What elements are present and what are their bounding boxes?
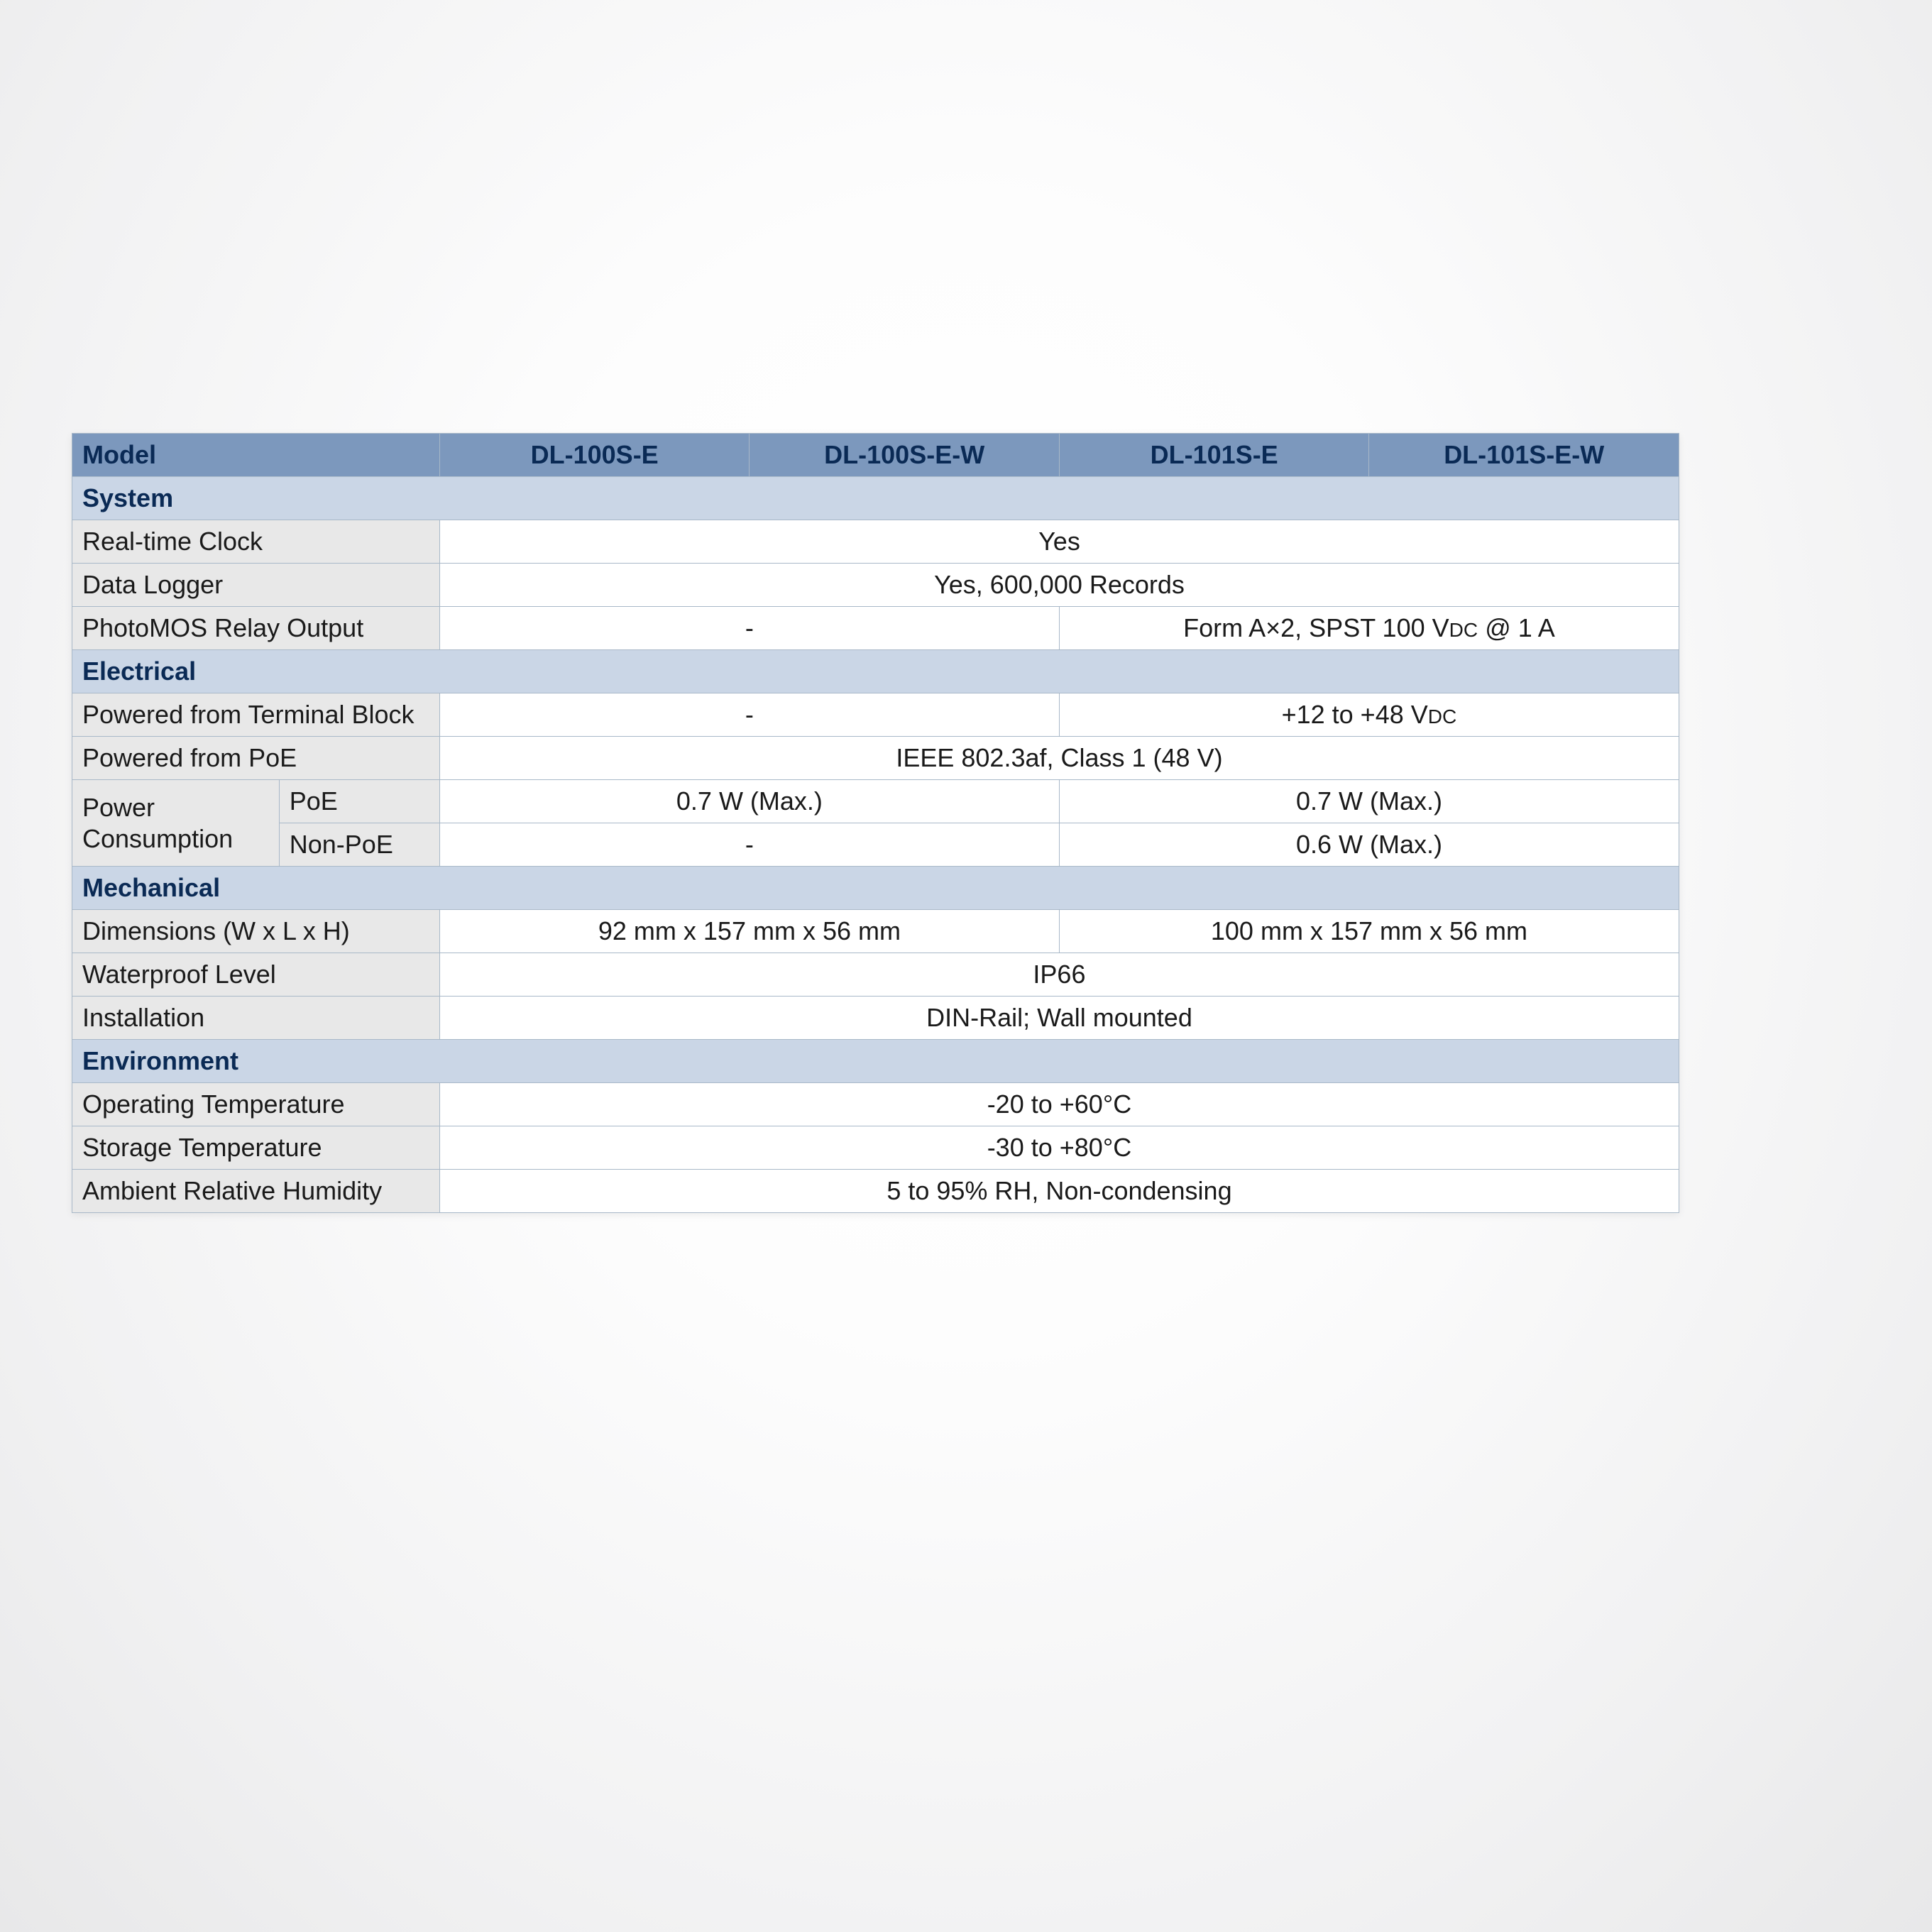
section-electrical-title: Electrical <box>72 650 1679 693</box>
datalogger-label: Data Logger <box>72 564 440 607</box>
sttemp-value: -30 to +80°C <box>439 1126 1679 1170</box>
consumption-nonpoe-left: - <box>439 823 1059 867</box>
consumption-poe-left: 0.7 W (Max.) <box>439 780 1059 823</box>
section-environment-title: Environment <box>72 1040 1679 1083</box>
spec-table: Model DL-100S-E DL-100S-E-W DL-101S-E DL… <box>72 433 1679 1213</box>
section-system: System <box>72 477 1679 520</box>
photomos-label: PhotoMOS Relay Output <box>72 607 440 650</box>
row-sttemp: Storage Temperature -30 to +80°C <box>72 1126 1679 1170</box>
terminal-label: Powered from Terminal Block <box>72 693 440 737</box>
row-dimensions: Dimensions (W x L x H) 92 mm x 157 mm x … <box>72 910 1679 953</box>
rtc-value: Yes <box>439 520 1679 564</box>
row-rtc: Real-time Clock Yes <box>72 520 1679 564</box>
row-poe-power: Powered from PoE IEEE 802.3af, Class 1 (… <box>72 737 1679 780</box>
optemp-value: -20 to +60°C <box>439 1083 1679 1126</box>
dim-label: Dimensions (W x L x H) <box>72 910 440 953</box>
install-value: DIN-Rail; Wall mounted <box>439 997 1679 1040</box>
section-electrical: Electrical <box>72 650 1679 693</box>
section-mechanical-title: Mechanical <box>72 867 1679 910</box>
section-environment: Environment <box>72 1040 1679 1083</box>
install-label: Installation <box>72 997 440 1040</box>
row-consumption-nonpoe: Non-PoE - 0.6 W (Max.) <box>72 823 1679 867</box>
waterproof-label: Waterproof Level <box>72 953 440 997</box>
row-photomos: PhotoMOS Relay Output - Form A×2, SPST 1… <box>72 607 1679 650</box>
section-mechanical: Mechanical <box>72 867 1679 910</box>
consumption-label: Power Consumption <box>72 780 280 867</box>
photomos-right: Form A×2, SPST 100 VDC @ 1 A <box>1059 607 1679 650</box>
consumption-poe-label: PoE <box>279 780 439 823</box>
header-model-0: DL-100S-E <box>439 434 750 477</box>
section-system-title: System <box>72 477 1679 520</box>
row-optemp: Operating Temperature -20 to +60°C <box>72 1083 1679 1126</box>
consumption-nonpoe-right: 0.6 W (Max.) <box>1059 823 1679 867</box>
row-datalogger: Data Logger Yes, 600,000 Records <box>72 564 1679 607</box>
header-row: Model DL-100S-E DL-100S-E-W DL-101S-E DL… <box>72 434 1679 477</box>
header-model-3: DL-101S-E-W <box>1369 434 1679 477</box>
humidity-value: 5 to 95% RH, Non-condensing <box>439 1170 1679 1213</box>
dim-left: 92 mm x 157 mm x 56 mm <box>439 910 1059 953</box>
terminal-left: - <box>439 693 1059 737</box>
optemp-label: Operating Temperature <box>72 1083 440 1126</box>
humidity-label: Ambient Relative Humidity <box>72 1170 440 1213</box>
datalogger-value: Yes, 600,000 Records <box>439 564 1679 607</box>
terminal-right: +12 to +48 VDC <box>1059 693 1679 737</box>
poe-power-label: Powered from PoE <box>72 737 440 780</box>
header-model-1: DL-100S-E-W <box>750 434 1060 477</box>
header-model-label: Model <box>72 434 440 477</box>
row-terminal: Powered from Terminal Block - +12 to +48… <box>72 693 1679 737</box>
rtc-label: Real-time Clock <box>72 520 440 564</box>
dim-right: 100 mm x 157 mm x 56 mm <box>1059 910 1679 953</box>
sttemp-label: Storage Temperature <box>72 1126 440 1170</box>
header-model-2: DL-101S-E <box>1059 434 1369 477</box>
photomos-left: - <box>439 607 1059 650</box>
spec-table-container: Model DL-100S-E DL-100S-E-W DL-101S-E DL… <box>72 433 1679 1213</box>
consumption-nonpoe-label: Non-PoE <box>279 823 439 867</box>
poe-power-value: IEEE 802.3af, Class 1 (48 V) <box>439 737 1679 780</box>
row-waterproof: Waterproof Level IP66 <box>72 953 1679 997</box>
consumption-poe-right: 0.7 W (Max.) <box>1059 780 1679 823</box>
waterproof-value: IP66 <box>439 953 1679 997</box>
row-consumption-poe: Power Consumption PoE 0.7 W (Max.) 0.7 W… <box>72 780 1679 823</box>
row-humidity: Ambient Relative Humidity 5 to 95% RH, N… <box>72 1170 1679 1213</box>
row-installation: Installation DIN-Rail; Wall mounted <box>72 997 1679 1040</box>
